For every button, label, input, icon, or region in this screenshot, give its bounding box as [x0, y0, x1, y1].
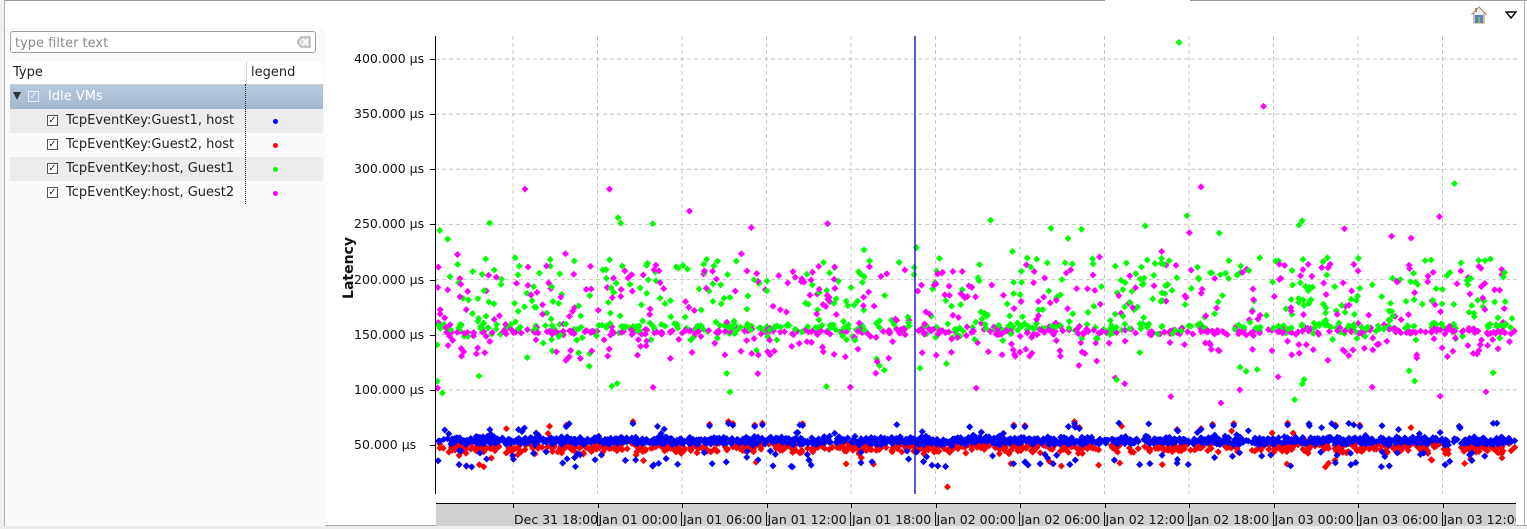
x-tick-mark: [766, 504, 768, 508]
y-tick-label: 100.000 µs: [354, 381, 425, 397]
x-tick-mark: [513, 504, 514, 508]
series-checkbox[interactable]: ✓: [47, 139, 58, 150]
series-label: TcpEventKey:Guest1, host: [66, 113, 235, 128]
series-checkbox[interactable]: ✓: [47, 163, 58, 174]
x-tick-mark: [1358, 504, 1359, 508]
tree-item-guest1-host[interactable]: ✓ TcpEventKey:Guest1, host: [10, 109, 323, 133]
y-tick-mark: [430, 114, 435, 116]
window-frame-top-right: [1190, 0, 1527, 3]
x-tick-label: Jan 02 00:00: [934, 512, 1016, 526]
x-tick-label: Jan 02 12:00: [1103, 512, 1185, 526]
tree-header: Type legend: [10, 62, 323, 85]
filter-field[interactable]: [10, 31, 316, 54]
window-frame-right: [1524, 0, 1527, 529]
x-tick-mark: [682, 504, 683, 508]
y-tick-mark: [430, 389, 435, 391]
group-label: Idle VMs: [48, 89, 103, 104]
x-axis-time-band[interactable]: Dec 31 18:00 Jan 01 00:00 Jan 01 06:00 Jan …: [436, 503, 1516, 526]
expand-triangle-icon[interactable]: [13, 92, 21, 100]
series-checkbox[interactable]: ✓: [47, 187, 58, 198]
group-checkbox[interactable]: ✓: [28, 91, 39, 102]
series-label: TcpEventKey:Guest2, host: [66, 137, 235, 152]
latency-scatter-chart[interactable]: Latency 50.000 µs 100.000 µs 150.000 µs 200…: [330, 30, 1527, 529]
view-menu-icon[interactable]: [1505, 10, 1517, 20]
x-tick-label: Jan 01 00:00: [596, 512, 678, 526]
legend-dot-icon: [273, 167, 278, 172]
x-tick-label: Dec 31 18:00: [514, 512, 599, 526]
y-axis-label: Latency: [340, 237, 357, 299]
y-tick-label: 50.000 µs: [354, 437, 417, 452]
view-toolbar: [1471, 6, 1517, 24]
window-frame-top: [0, 0, 1105, 3]
x-tick-mark: [935, 504, 937, 508]
x-tick-label: Jan 02 06:00: [1019, 512, 1101, 526]
y-tick-label: 350.000 µs: [354, 106, 425, 122]
y-tick-label: 300.000 µs: [354, 161, 425, 177]
tree-item-host-guest2[interactable]: ✓ TcpEventKey:host, Guest2: [10, 181, 323, 205]
legend-dot-icon: [273, 191, 278, 196]
y-tick-label: 400.000 µs: [354, 51, 425, 66]
x-tick-label: Jan 01 12:00: [765, 512, 847, 526]
x-tick-mark: [1273, 504, 1275, 508]
column-divider: [245, 84, 246, 204]
tree-item-guest2-host[interactable]: ✓ TcpEventKey:Guest2, host: [10, 133, 323, 157]
series-checkbox[interactable]: ✓: [47, 115, 58, 126]
x-tick-label: Jan 03 06:00: [1357, 512, 1439, 526]
column-header-legend[interactable]: legend: [246, 62, 295, 84]
y-tick-label: 200.000 µs: [354, 271, 425, 287]
x-tick-mark: [1020, 504, 1021, 508]
y-tick-mark: [430, 224, 435, 226]
legend-dot-icon: [273, 119, 278, 124]
y-tick-mark: [430, 334, 435, 336]
home-icon[interactable]: [1471, 6, 1487, 24]
plot-area[interactable]: [435, 36, 1519, 494]
x-tick-mark: [597, 504, 599, 508]
y-tick-mark: [430, 445, 435, 446]
y-tick-mark: [430, 279, 435, 281]
y-tick-label: 250.000 µs: [354, 216, 425, 232]
window-frame-left: [0, 0, 5, 529]
series-tree-panel: Type legend ✓ Idle VMs ✓ TcpEventKey:Gue…: [5, 28, 325, 526]
series-label: TcpEventKey:host, Guest2: [66, 185, 235, 200]
column-header-type[interactable]: Type: [13, 65, 43, 80]
tree-group-idle-vms[interactable]: ✓ Idle VMs: [10, 85, 323, 109]
x-tick-mark: [1189, 504, 1190, 508]
x-tick-mark: [1442, 504, 1444, 508]
x-tick-mark: [1104, 504, 1106, 508]
x-tick-mark: [851, 504, 852, 508]
y-tick-mark: [430, 59, 435, 60]
y-axis-line: [435, 36, 436, 494]
x-tick-label: Jan 03 12:00: [1441, 512, 1516, 526]
series-label: TcpEventKey:host, Guest1: [66, 161, 235, 176]
y-tick-label: 150.000 µs: [354, 326, 425, 342]
x-tick-label: Jan 01 06:00: [681, 512, 763, 526]
x-tick-label: Jan 03 00:00: [1272, 512, 1354, 526]
x-tick-label: Jan 01 18:00: [850, 512, 932, 526]
tree-item-host-guest1[interactable]: ✓ TcpEventKey:host, Guest1: [10, 157, 323, 181]
x-tick-label: Jan 02 18:00: [1188, 512, 1270, 526]
legend-dot-icon: [273, 143, 278, 148]
filter-input[interactable]: [11, 33, 299, 54]
clear-filter-icon[interactable]: [297, 36, 311, 48]
y-tick-mark: [430, 169, 435, 171]
